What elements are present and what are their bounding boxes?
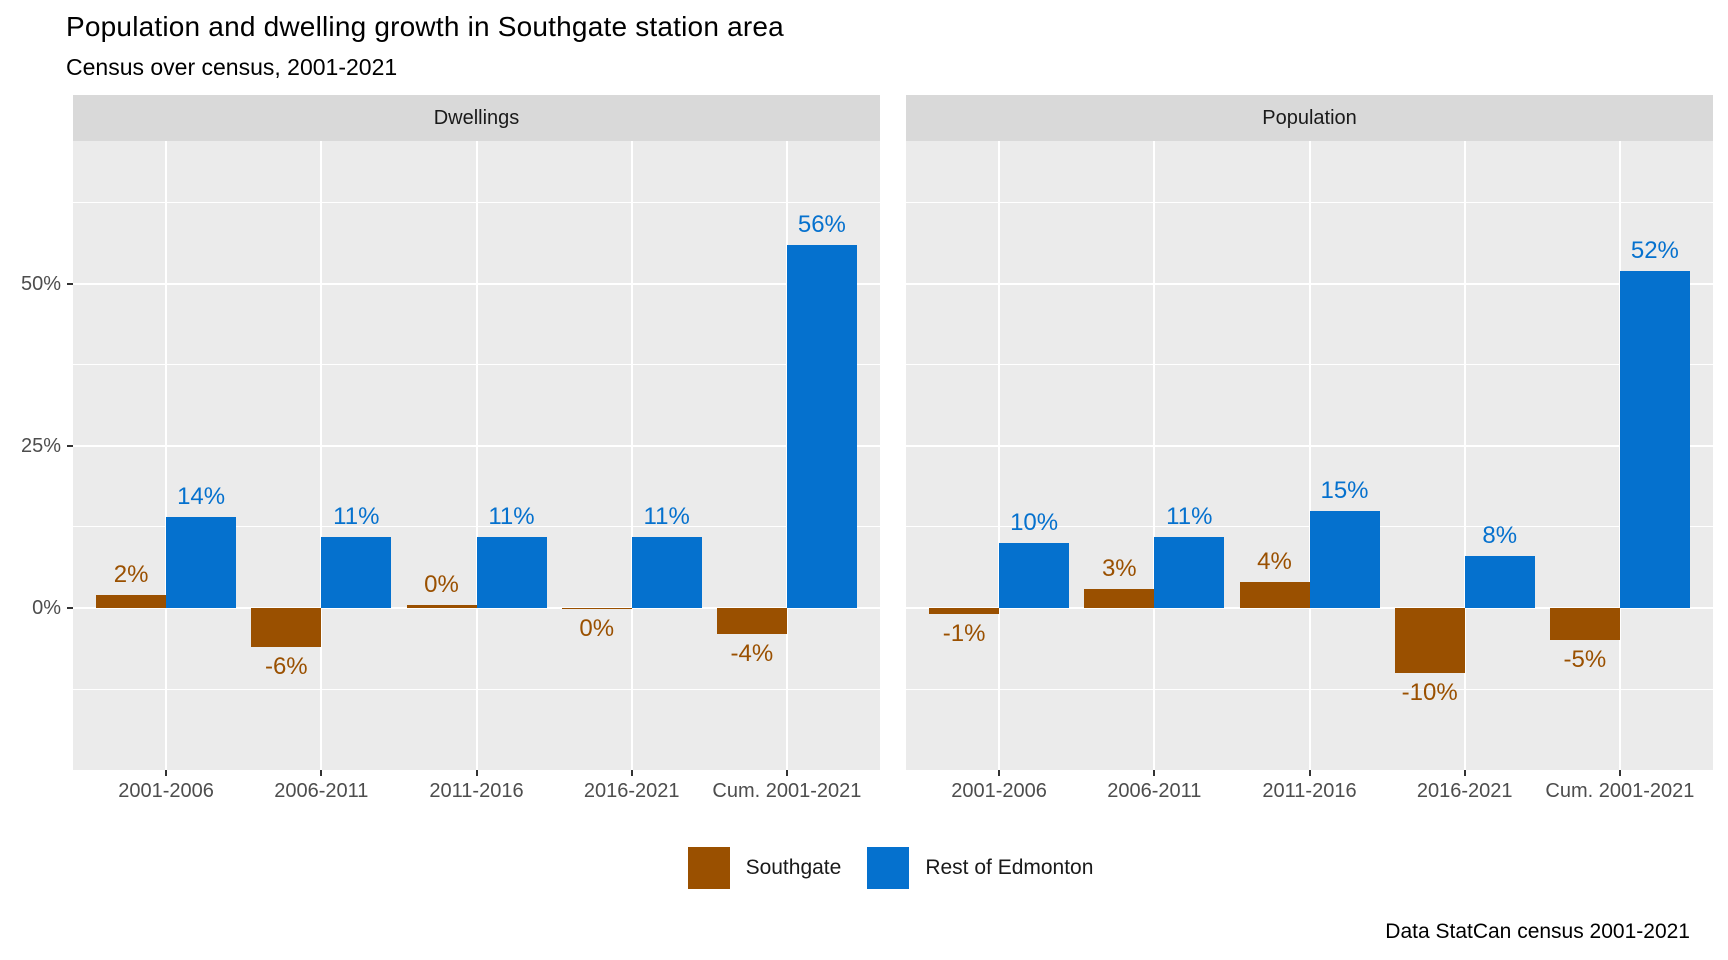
bar-rest-of-edmonton [476,536,547,608]
chart-subtitle: Census over census, 2001-2021 [66,54,398,80]
data-source-caption: Data StatCan census 2001-2021 [1385,920,1690,943]
x-tick [1463,770,1466,776]
bar-value-label: -4% [730,639,774,667]
x-tick-label: 2006-2011 [274,780,369,802]
y-tick-label: 50% [20,272,61,295]
x-tick [1308,770,1311,776]
x-tick [1153,770,1156,776]
bar-value-label: 2% [113,561,149,589]
y-tick-label: 0% [32,597,61,619]
legend-item-rest-of-edmonton: Rest of Edmonton [867,847,1093,889]
x-tick [320,770,323,776]
x-tick [630,770,633,776]
gridline-v [1463,141,1466,770]
bar-southgate [716,608,787,634]
bar-value-label: 11% [1166,502,1213,530]
bar-value-label: 8% [1482,522,1518,550]
chart-title: Population and dwelling growth in Southg… [66,11,784,42]
legend-swatch-rest-of-edmonton [867,847,910,889]
bar-value-label: 52% [1630,236,1679,264]
bar-southgate [1394,608,1465,673]
gridline-v [1308,141,1311,770]
bar-southgate [929,608,1000,615]
y-tick [67,282,73,285]
bar-rest-of-edmonton [786,244,857,608]
bar-southgate [1084,588,1155,608]
x-tick-label: Cum. 2001-2021 [712,780,862,802]
x-tick-label: 2011-2016 [429,780,524,802]
gridline-v [475,141,478,770]
legend-label-rest-of-edmonton: Rest of Edmonton [925,856,1094,879]
bar-value-label: 3% [1101,554,1137,582]
legend: Southgate Rest of Edmonton [68,846,1713,890]
facet-panel: -1% 3% 4% -10% -5% 10% 11% 15% 8% 52% [906,141,1713,770]
y-tick [67,607,73,609]
bar-value-label: 10% [1010,509,1059,537]
y-tick-label: 25% [20,434,61,457]
bar-rest-of-edmonton [631,536,702,608]
bar-value-label: -5% [1563,646,1607,674]
facet-strip: Dwellings [73,95,880,141]
bar-value-label: 11% [333,502,380,530]
gridline-v [998,141,1001,770]
facet-panel: 2% -6% 0% 0% -4% 14% 11% 11% 11% 56% [73,141,880,770]
bar-rest-of-edmonton [321,536,392,608]
bar-value-label: 14% [177,483,226,511]
x-tick-label: Cum. 2001-2021 [1545,780,1695,802]
legend-swatch-southgate [687,847,730,889]
bar-rest-of-edmonton [1154,536,1225,608]
bar-southgate [1549,608,1620,641]
bar-value-label: 0% [424,571,459,599]
x-tick [165,770,168,776]
x-tick [998,770,1001,776]
gridline-v [630,141,633,770]
bar-rest-of-edmonton [1309,510,1380,608]
x-tick-label: 2001-2006 [951,780,1047,802]
bar-value-label: 15% [1320,476,1369,504]
bar-rest-of-edmonton [166,517,237,608]
gridline-v [165,141,168,770]
x-tick [475,770,478,776]
bar-value-label: -1% [942,620,986,648]
facet-strip: Population [906,95,1713,141]
bar-southgate [1239,582,1310,608]
bar-value-label: 56% [797,210,846,238]
legend-label-southgate: Southgate [745,856,842,879]
x-tick-label: 2011-2016 [1262,780,1357,802]
bar-southgate [406,605,477,608]
bar-southgate [561,608,632,610]
bar-rest-of-edmonton [1619,270,1690,608]
bar-value-label: 0% [579,615,615,643]
bar-value-label: 11% [488,502,535,530]
gridline-v [320,141,323,770]
bar-rest-of-edmonton [999,543,1070,608]
bar-southgate [96,595,167,608]
bar-value-label: 4% [1257,548,1292,576]
x-tick-label: 2016-2021 [1416,780,1513,802]
legend-item-southgate: Southgate [687,847,842,889]
bar-value-label: 11% [643,502,690,530]
bar-value-label: -6% [264,652,308,680]
bar-value-label: -10% [1401,678,1458,706]
x-tick-label: 2016-2021 [583,780,680,802]
x-tick [1618,770,1621,776]
x-tick-label: 2006-2011 [1107,780,1202,802]
bar-rest-of-edmonton [1464,556,1535,608]
gridline-v [1153,141,1156,770]
x-tick-label: 2001-2006 [118,780,214,802]
y-tick [67,444,73,447]
bar-southgate [251,608,322,647]
x-tick [785,770,788,776]
